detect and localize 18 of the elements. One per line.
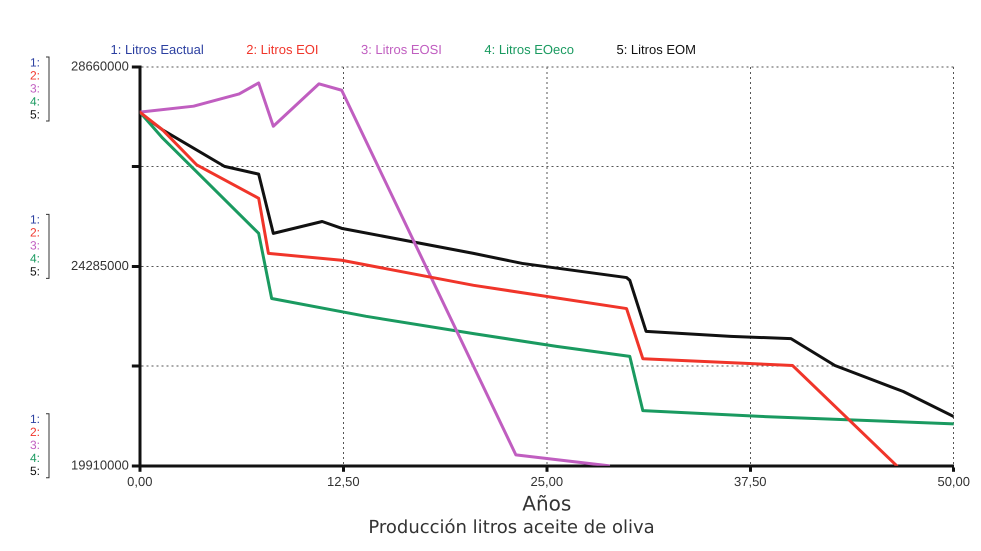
text: Producción litros aceite de oliva	[368, 516, 655, 538]
text: 4: Litros EOeco	[484, 42, 574, 58]
text: 5: Litros EOM	[616, 42, 696, 58]
y-tick-label: 28660000	[70, 58, 129, 74]
legend-label: 1: Litros Eactual	[110, 42, 204, 58]
x-tick-label: 0,00	[127, 474, 152, 490]
y-tick-label: 19910000	[70, 457, 129, 472]
x-tick-label: 50,00	[937, 474, 970, 490]
text: 3: Litros EOSI	[360, 42, 442, 58]
x-tick-label: 25,00	[530, 474, 564, 490]
y-tick-label: 24285000	[70, 258, 129, 273]
text: 1: 2: 3: 4: 5:	[30, 212, 40, 279]
x-tick-label: 12,50	[327, 474, 360, 490]
x-axis-title: Años	[522, 492, 572, 516]
text: 1: 2: 3: 4: 5:	[30, 412, 40, 478]
text: 2: Litros EOI	[246, 42, 318, 58]
text: 1: 2: 3: 4: 5:	[30, 55, 40, 122]
x-tick-label: 37,50	[734, 474, 767, 490]
